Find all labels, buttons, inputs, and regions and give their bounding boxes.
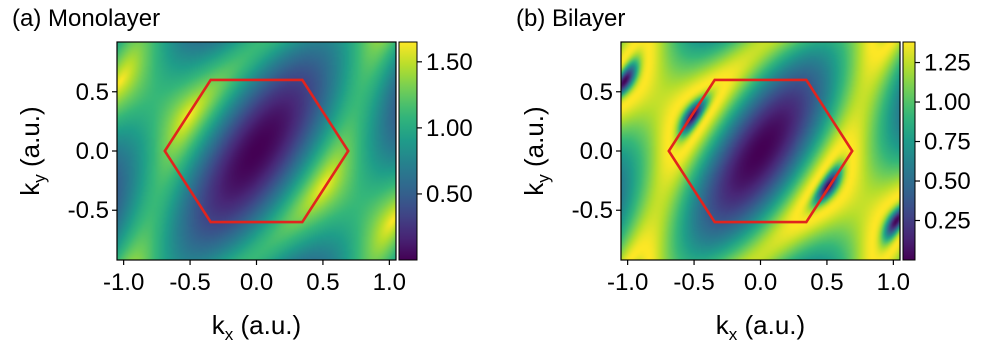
y-tick-label: 0.5 (580, 79, 613, 106)
brillouin-zone-overlay (667, 78, 854, 224)
x-tick-label: 0.0 (744, 269, 777, 296)
hexagon-outline (163, 78, 350, 224)
colorbar-tick-label: 0.25 (924, 208, 971, 235)
x-tick-label: 1.0 (373, 269, 406, 296)
x-tick-label: 0.0 (240, 269, 273, 296)
panel-title: (b) Bilayer (516, 5, 625, 32)
x-tick-label: -0.5 (673, 269, 714, 296)
x-tick-label: -0.5 (169, 269, 210, 296)
colorbar-tick-label: 1.25 (924, 50, 971, 77)
x-tick-label: 0.5 (306, 269, 339, 296)
y-tick-label: 0.0 (580, 138, 613, 165)
heatmap-image (621, 42, 900, 260)
colorbar-tick-label: 1.00 (426, 115, 473, 142)
y-axis-label: ky (a.u.) (519, 106, 553, 195)
x-tick-label: -1.0 (607, 269, 648, 296)
colorbar-gradient (902, 41, 916, 261)
colorbar: 1.25 1.00 0.75 0.50 0.25 (902, 41, 971, 261)
panel-bilayer: (b) Bilayer -1.0 -0.5 0.0 0.5 1.0 0.5 0.0 -0.5… (516, 5, 971, 344)
colorbar-tick-label: 1.50 (426, 49, 473, 76)
x-axis-label: kx (a.u.) (716, 310, 805, 344)
hexagon-outline (667, 78, 854, 224)
colorbar-gradient (398, 41, 418, 261)
x-axis-label: kx (a.u.) (212, 310, 301, 344)
x-tick-label: 0.5 (810, 269, 843, 296)
x-axis-ticks: -1.0 -0.5 0.0 0.5 1.0 (103, 260, 406, 296)
x-tick-label: -1.0 (103, 269, 144, 296)
colorbar-tick-label: 0.75 (924, 129, 971, 156)
brillouin-zone-overlay (163, 78, 350, 224)
panel-title: (a) Monolayer (12, 5, 160, 32)
x-tick-label: 1.0 (877, 269, 910, 296)
colorbar: 1.50 1.00 0.50 (398, 41, 473, 261)
colorbar-tick-label: 0.50 (426, 181, 473, 208)
y-axis-label: ky (a.u.) (15, 106, 49, 195)
heatmap-image (117, 42, 396, 260)
y-tick-label: -0.5 (68, 197, 109, 224)
x-axis-ticks: -1.0 -0.5 0.0 0.5 1.0 (607, 260, 910, 296)
y-tick-label: 0.5 (76, 79, 109, 106)
panel-monolayer: (a) Monolayer -1.0 -0.5 0.0 0.5 1.0 0.5 0.0 -0… (12, 5, 473, 344)
y-tick-label: 0.0 (76, 138, 109, 165)
y-axis-ticks: 0.5 0.0 -0.5 (68, 79, 117, 224)
y-axis-ticks: 0.5 0.0 -0.5 (572, 79, 621, 224)
y-tick-label: -0.5 (572, 197, 613, 224)
heatmap-raster (621, 42, 900, 260)
colorbar-tick-label: 1.00 (924, 89, 971, 116)
heatmap-raster (117, 42, 396, 260)
colorbar-tick-label: 0.50 (924, 168, 971, 195)
